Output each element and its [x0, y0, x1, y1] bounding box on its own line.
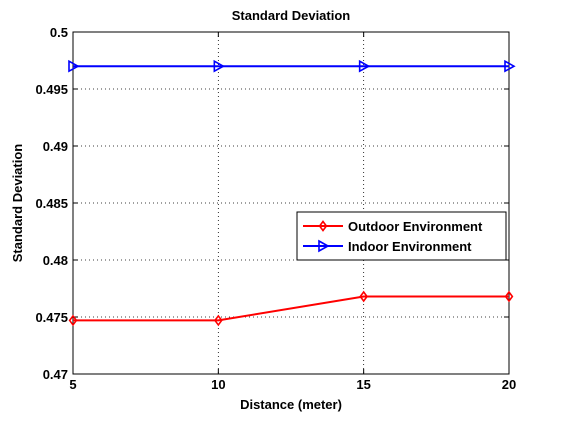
y-tick-label: 0.47: [43, 367, 68, 382]
diamond-marker-icon: [318, 220, 328, 232]
data-point-marker: [504, 59, 516, 73]
legend-box: [296, 211, 507, 261]
data-point-marker: [213, 314, 223, 327]
x-tick-label: 15: [356, 377, 370, 392]
data-point-marker: [68, 314, 78, 327]
y-tick-label: 0.48: [43, 253, 68, 268]
legend-item: Outdoor Environment: [303, 219, 483, 234]
x-axis-label: Distance (meter): [240, 397, 342, 412]
chart-title: Standard Deviation: [232, 8, 351, 23]
data-point-marker: [504, 290, 514, 303]
legend-label: Outdoor Environment: [348, 219, 483, 234]
legend-label: Indoor Environment: [348, 239, 472, 254]
x-tick-label: 20: [502, 377, 516, 392]
axis-ticks: 5 10 15 20 0.47 0.475 0.48 0.485 0.49 0.495 0.5: [35, 25, 516, 392]
data-point-marker: [213, 59, 225, 73]
legend: Outdoor Environment Indoor Environment: [296, 211, 507, 261]
y-tick-label: 0.5: [50, 25, 68, 40]
y-axis-label: Standard Deviation: [10, 144, 25, 263]
series-1: [68, 290, 514, 327]
data-point-marker: [359, 290, 369, 303]
y-tick-label: 0.475: [35, 310, 68, 325]
x-tick-label: 5: [69, 377, 76, 392]
data-point-marker: [358, 59, 371, 73]
series-line: [73, 295, 509, 322]
data-point-marker: [68, 59, 80, 73]
triangle-marker-icon: [318, 239, 330, 253]
plot-background: [73, 32, 509, 374]
series-2: [68, 59, 516, 73]
y-tick-label: 0.495: [35, 82, 68, 97]
series-group: [68, 59, 516, 327]
y-tick-label: 0.49: [43, 139, 68, 154]
legend-item: Indoor Environment: [303, 239, 472, 254]
x-tick-label: 10: [211, 377, 225, 392]
y-tick-label: 0.485: [35, 196, 68, 211]
